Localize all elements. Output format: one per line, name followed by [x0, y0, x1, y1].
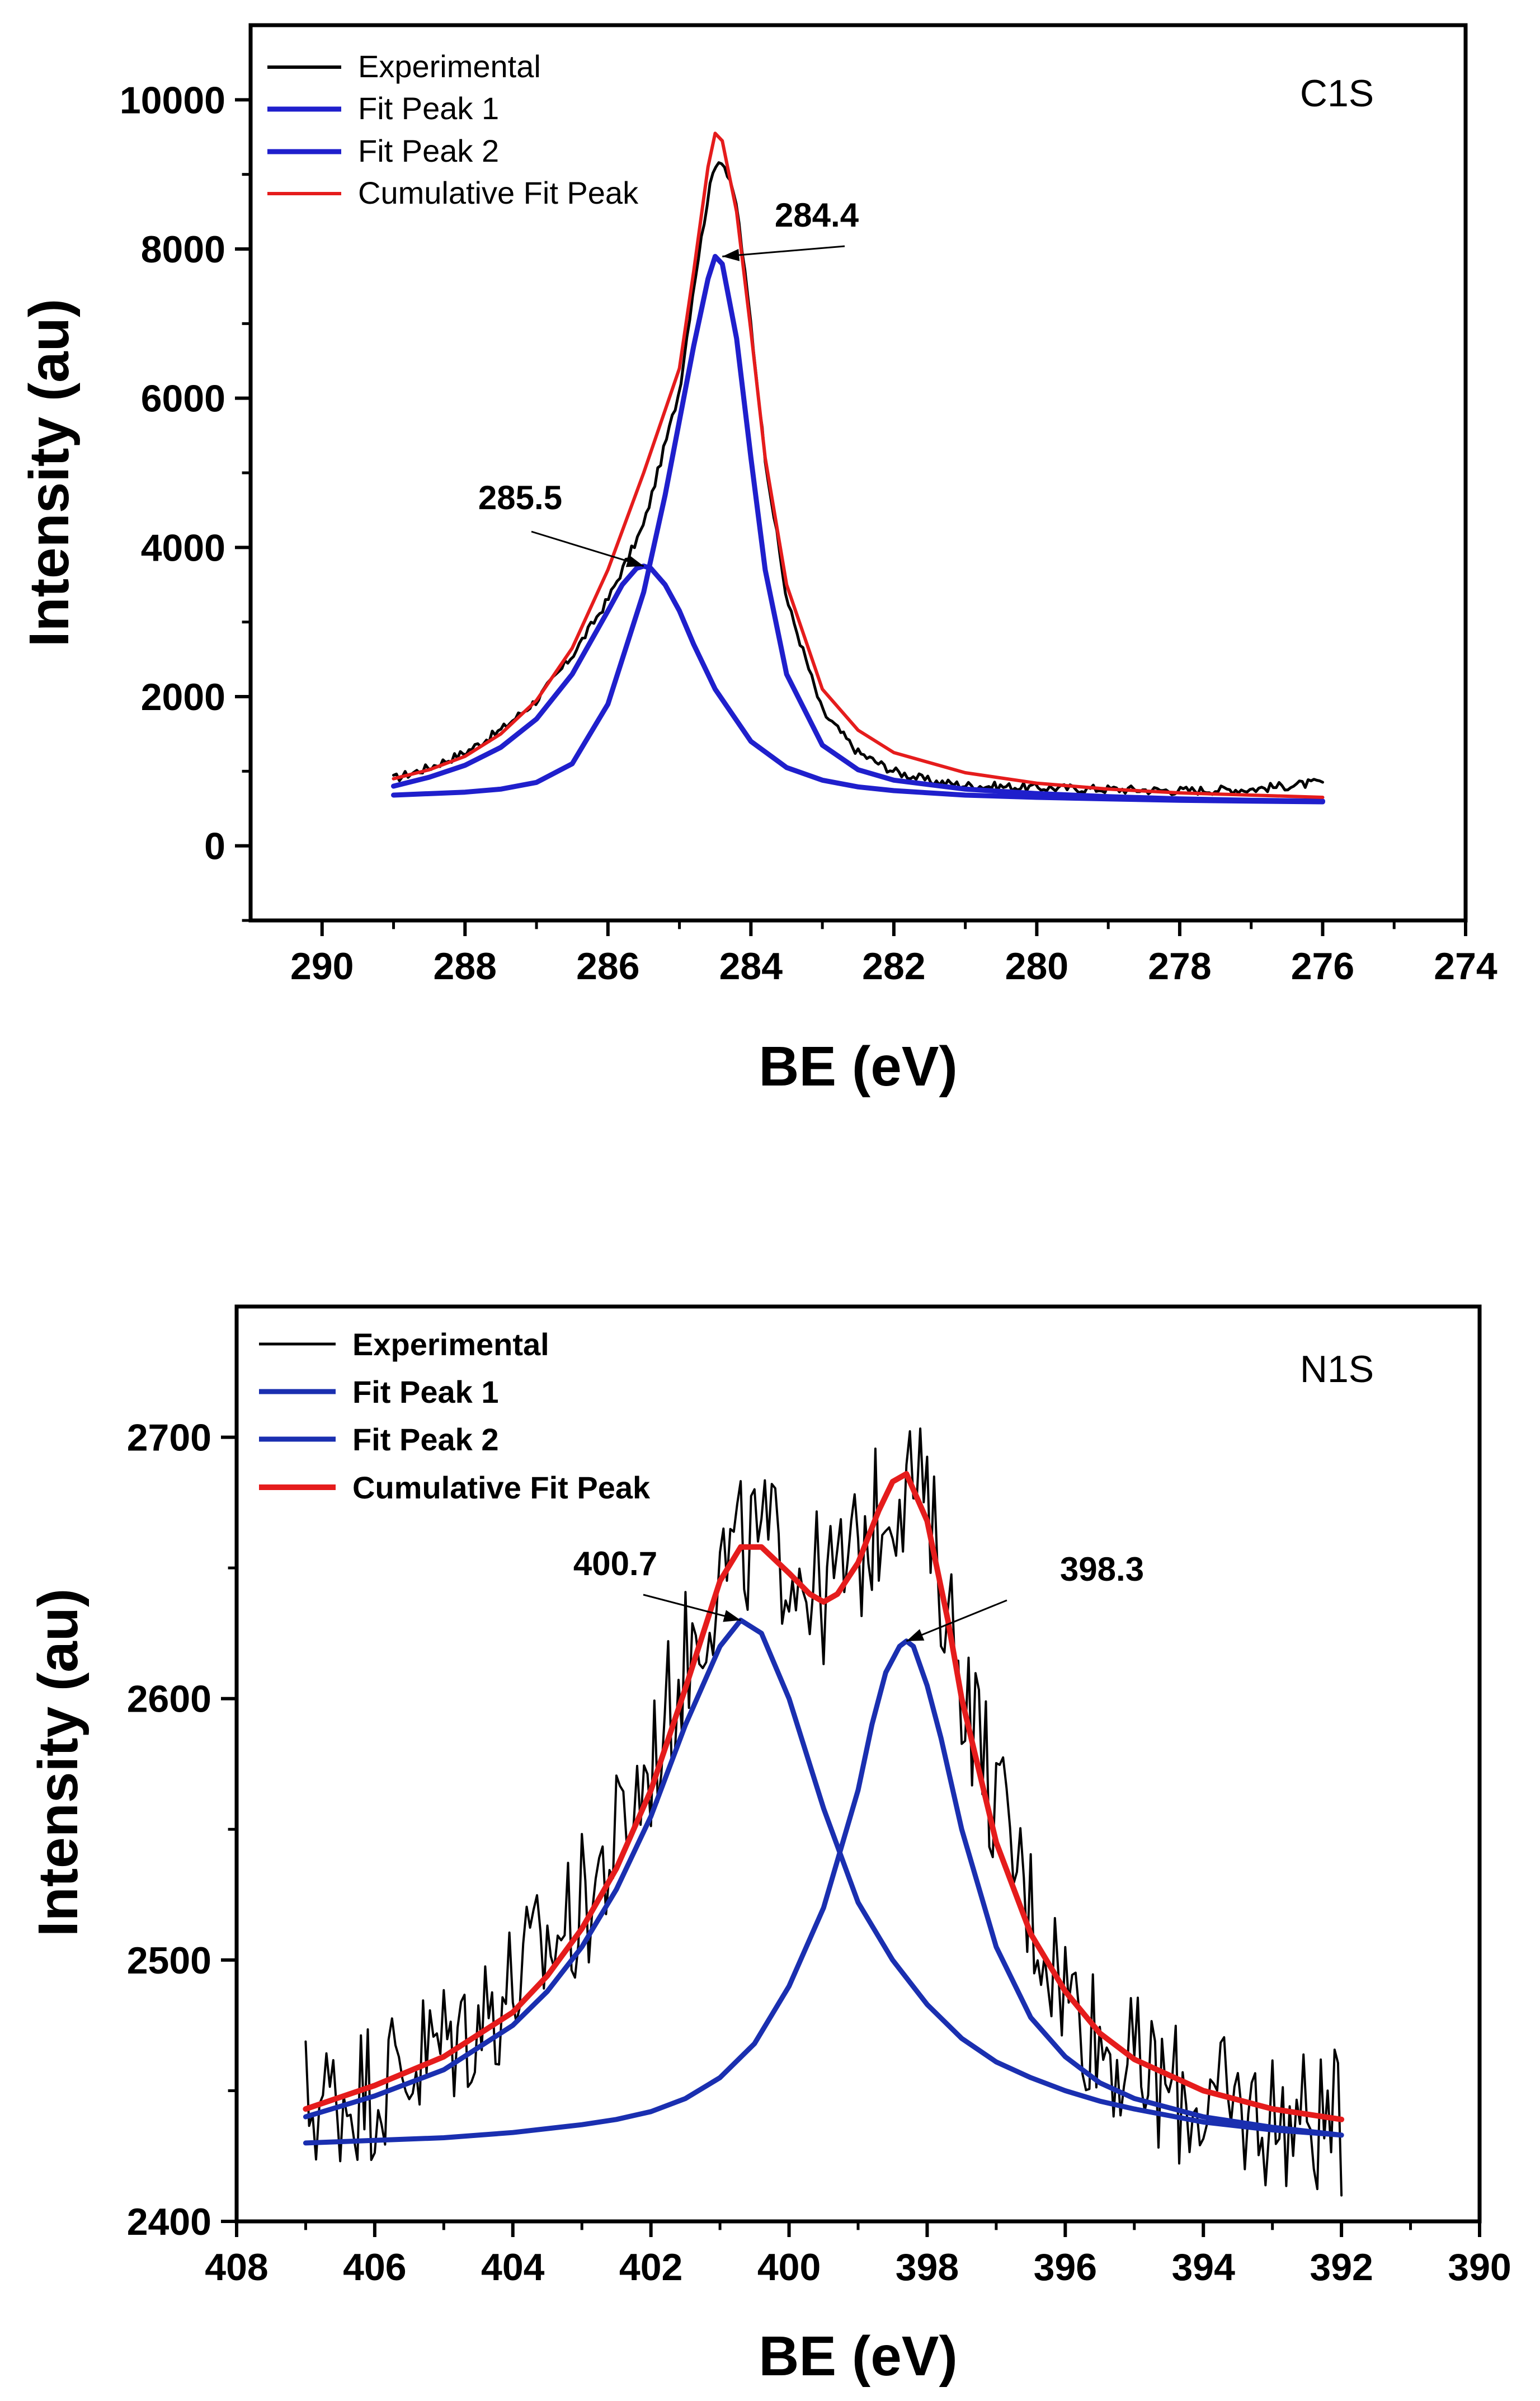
- n1s-series-experimental: [304, 1427, 1343, 2197]
- c1s-x-tick-label: 286: [576, 945, 639, 988]
- n1s-annotations: 400.7 398.3: [573, 1545, 1144, 1642]
- c1s-x-tick-label: 284: [719, 945, 783, 988]
- n1s-y-axis-title: Intensity (au): [27, 1589, 90, 1937]
- n1s-x-tick-label: 406: [343, 2246, 406, 2289]
- c1s-x-tick-label: 276: [1291, 945, 1354, 988]
- c1s-x-tick-label: 288: [434, 945, 497, 988]
- c1s-series-fit-peak-1: [391, 253, 1325, 804]
- c1s-x-tick-label: 274: [1434, 945, 1497, 988]
- c1s-x-axis-title: BE (eV): [759, 1035, 958, 1098]
- n1s-x-tick-label: 402: [619, 2246, 682, 2289]
- n1s-x-tick-label: 408: [205, 2246, 268, 2289]
- n1s-legend-label-cumulative: Cumulative Fit Peak: [352, 1470, 651, 1505]
- n1s-y-ticks: 2400 2500 2600 2700: [127, 1417, 237, 2243]
- n1s-peak-arrow-head: [906, 1629, 925, 1641]
- c1s-y-tick-label: 6000: [141, 378, 225, 420]
- n1s-x-tick-label: 392: [1310, 2246, 1373, 2289]
- c1s-y-tick-label: 4000: [141, 527, 225, 569]
- n1s-x-axis-title: BE (eV): [759, 2325, 958, 2388]
- c1s-peak-arrow-head: [722, 248, 740, 261]
- c1s-legend-label-fit-peak-1: Fit Peak 1: [358, 91, 499, 126]
- n1s-legend: Experimental Fit Peak 1 Fit Peak 2 Cumul…: [259, 1327, 651, 1505]
- n1s-x-tick-label: 398: [896, 2246, 959, 2289]
- n1s-peak-arrow-head: [723, 1610, 741, 1622]
- c1s-peak-arrow-line: [722, 245, 845, 257]
- n1s-legend-label-experimental: Experimental: [352, 1327, 549, 1362]
- c1s-y-tick-label: 10000: [120, 79, 225, 121]
- c1s-series-fit-peak-2: [391, 563, 1325, 805]
- c1s-peak-arrow-head: [625, 555, 644, 567]
- n1s-x-tick-label: 396: [1034, 2246, 1097, 2289]
- n1s-x-tick-label: 404: [481, 2246, 545, 2289]
- n1s-x-tick-label: 400: [757, 2246, 821, 2289]
- c1s-y-axis-title: Intensity (au): [18, 299, 81, 647]
- c1s-legend-label-experimental: Experimental: [358, 49, 541, 84]
- c1s-x-tick-label: 280: [1005, 945, 1068, 988]
- c1s-annotations: 284.4 285.5: [478, 196, 859, 567]
- n1s-x-ticks: 408 406 404 402 400 398 396 394 392 390: [205, 2221, 1511, 2289]
- n1s-y-tick-label: 2700: [127, 1417, 211, 1459]
- c1s-x-tick-label: 282: [862, 945, 925, 988]
- c1s-peak-label: 284.4: [775, 196, 859, 234]
- n1s-legend-label-fit-peak-2: Fit Peak 2: [352, 1422, 498, 1457]
- c1s-y-tick-label: 8000: [141, 228, 225, 271]
- n1s-y-tick-label: 2400: [127, 2201, 211, 2243]
- c1s-legend-label-fit-peak-2: Fit Peak 2: [358, 133, 499, 168]
- n1s-peak-label: 400.7: [573, 1545, 657, 1582]
- n1s-series-fit-peak-1: [303, 1618, 1344, 2138]
- n1s-y-tick-label: 2500: [127, 1939, 211, 1982]
- n1s-peak-arrow-line: [906, 1599, 1007, 1642]
- n1s-series-layer: [303, 1427, 1345, 2197]
- c1s-legend: Experimental Fit Peak 1 Fit Peak 2 Cumul…: [267, 49, 639, 210]
- n1s-panel-label: N1S: [1300, 1348, 1374, 1390]
- c1s-x-tick-label: 278: [1148, 945, 1211, 988]
- c1s-series-layer: [391, 131, 1325, 805]
- n1s-legend-label-fit-peak-1: Fit Peak 1: [352, 1374, 498, 1409]
- c1s-peak-label: 285.5: [478, 479, 562, 516]
- n1s-x-tick-label: 390: [1448, 2246, 1511, 2289]
- n1s-y-tick-label: 2600: [127, 1678, 211, 1721]
- n1s-series-cumulative-fit-peak: [303, 1471, 1345, 2122]
- n1s-peak-arrow-line: [643, 1594, 741, 1622]
- c1s-y-tick-label: 0: [204, 825, 225, 868]
- c1s-x-tick-label: 290: [290, 945, 354, 988]
- n1s-x-tick-label: 394: [1171, 2246, 1235, 2289]
- c1s-chart: 290 288 286 284 282 280 278 276 274 0 2000 4000 600…: [18, 23, 1497, 1098]
- c1s-x-ticks: 290 288 286 284 282 280 278 276 274: [290, 920, 1497, 988]
- n1s-series-fit-peak-2: [303, 1638, 1344, 2146]
- n1s-peak-label: 398.3: [1060, 1550, 1144, 1588]
- c1s-panel-label: C1S: [1300, 72, 1374, 115]
- n1s-chart: 408 406 404 402 400 398 396 394 392 390 240025002…: [27, 1304, 1511, 2388]
- c1s-peak-arrow-line: [531, 530, 644, 567]
- c1s-y-tick-label: 2000: [141, 676, 225, 718]
- c1s-y-ticks: 0 2000 4000 6000 8000 10000: [120, 79, 251, 922]
- c1s-legend-label-cumulative: Cumulative Fit Peak: [358, 175, 639, 210]
- c1s-series-cumulative-fit-peak: [392, 131, 1325, 799]
